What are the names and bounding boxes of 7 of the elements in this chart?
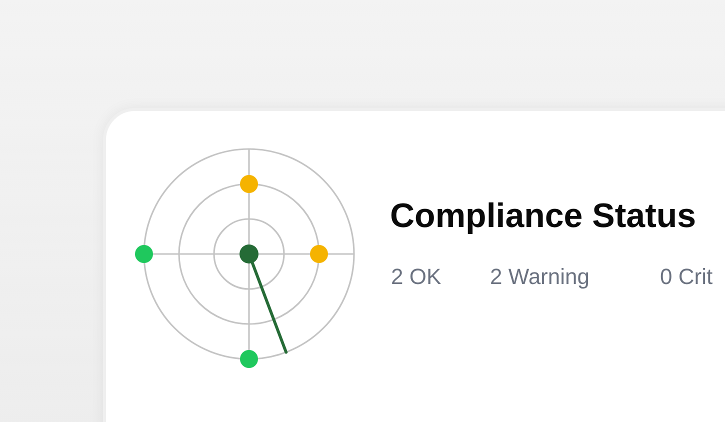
category-label: Crit bbox=[678, 264, 713, 289]
category-label: Warning bbox=[508, 264, 590, 289]
data-label: 2 bbox=[490, 264, 504, 289]
data-label: 2 bbox=[391, 264, 404, 289]
text: Compliance Status bbox=[390, 196, 696, 236]
data-label: 0 bbox=[660, 264, 674, 289]
category-label: OK bbox=[409, 264, 442, 289]
